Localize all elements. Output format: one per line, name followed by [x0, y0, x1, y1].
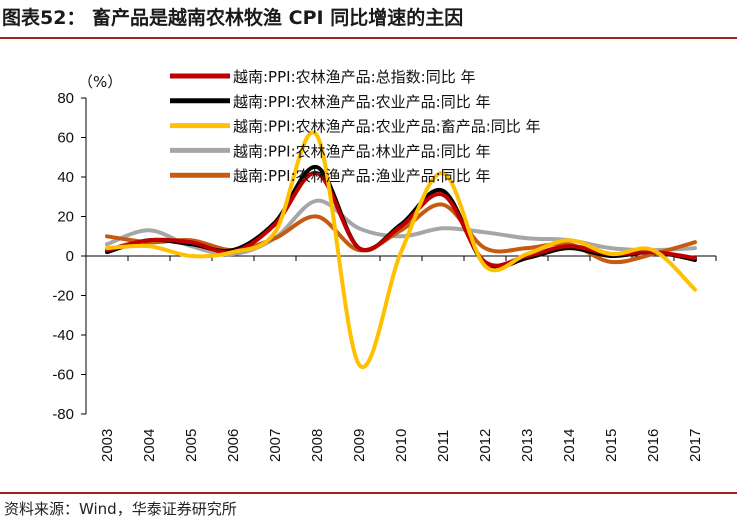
y-unit-label: （%）: [78, 73, 122, 91]
y-tick-label: 0: [66, 248, 74, 265]
series-layer: [105, 130, 697, 370]
source-note: 资料来源：Wind，华泰证券研究所: [4, 500, 237, 518]
x-tick-label: 2006: [225, 429, 242, 462]
title-rule: [0, 37, 737, 39]
y-tick-label: 60: [57, 130, 74, 147]
y-tick-label: 20: [57, 209, 74, 226]
y-tick-label: -40: [52, 327, 74, 344]
legend-label-1: 越南:PPI:农林渔产品:农业产品:同比 年: [233, 93, 491, 111]
x-tick-label: 2012: [477, 429, 494, 462]
series-line-2: [105, 130, 697, 370]
series-line-4: [105, 202, 697, 265]
legend-label-4: 越南:PPI:农林渔产品:渔业产品:同比 年: [233, 167, 491, 185]
x-tick-label: 2015: [603, 429, 620, 462]
y-tick-label: 40: [57, 169, 74, 186]
legend-label-3: 越南:PPI:农林渔产品:林业产品:同比 年: [233, 142, 491, 160]
x-tick-label: 2004: [141, 429, 158, 462]
x-tick-label: 2008: [309, 429, 326, 462]
y-tick-label: -20: [52, 288, 74, 305]
x-tick-label: 2016: [645, 429, 662, 462]
chart-axes: 80 60 40 20 0 -20 -40 -60 -80 2003 2004 2005 2006 200…: [52, 90, 717, 462]
chart-title: 图表52： 畜产品是越南农林牧渔 CPI 同比增速的主因: [2, 7, 464, 29]
series-line-0: [105, 171, 697, 268]
source-rule: [0, 492, 737, 494]
x-tick-label: 2011: [435, 430, 452, 462]
x-tick-label: 2007: [267, 429, 284, 462]
y-tick-label: -60: [52, 367, 74, 384]
y-tick-label: -80: [52, 406, 74, 423]
x-tick-label: 2005: [183, 429, 200, 462]
x-tick-label: 2009: [351, 429, 368, 462]
line-chart: 80 60 40 20 0 -20 -40 -60 -80 2003 2004 2005 2006 200…: [52, 68, 717, 462]
x-tick-label: 2003: [99, 429, 116, 462]
x-tick-label: 2013: [519, 429, 536, 462]
series-line-3: [105, 198, 697, 257]
x-tick-label: 2010: [393, 429, 410, 462]
x-tick-label: 2014: [561, 429, 578, 462]
y-tick-label: 80: [57, 90, 74, 107]
legend-label-2: 越南:PPI:农林渔产品:农业产品:畜产品:同比 年: [233, 118, 541, 136]
legend-label-0: 越南:PPI:农林渔产品:总指数:同比 年: [233, 68, 476, 86]
chart-legend: 越南:PPI:农林渔产品:总指数:同比 年越南:PPI:农林渔产品:农业产品:同…: [170, 68, 541, 185]
x-tick-label: 2017: [687, 429, 704, 462]
